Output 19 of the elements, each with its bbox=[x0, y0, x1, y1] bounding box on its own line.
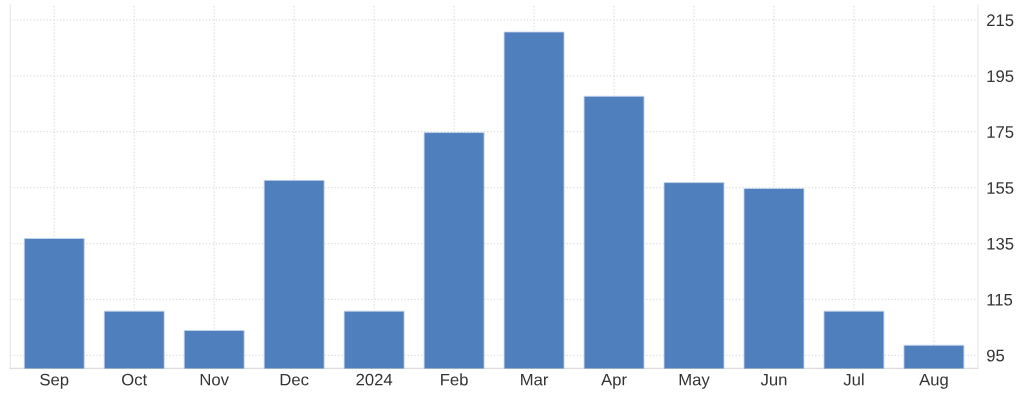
y-tick-label: 95 bbox=[987, 349, 1005, 362]
y-tick-label: 175 bbox=[987, 126, 1014, 138]
x-tick-label: Jul bbox=[843, 373, 864, 386]
x-tick-label: Nov bbox=[200, 373, 229, 386]
x-tick-label: Aug bbox=[919, 373, 948, 389]
x-tick-label: Mar bbox=[521, 373, 549, 386]
y-tick-label: 215 bbox=[987, 14, 1014, 27]
x-tick-label: 2024 bbox=[356, 373, 393, 386]
x-tick-label: Jun bbox=[760, 373, 787, 386]
x-tick-label: May bbox=[679, 373, 710, 389]
y-tick-label: 115 bbox=[987, 293, 1013, 306]
y-tick-label: 195 bbox=[987, 70, 1014, 83]
x-tick-label: Dec bbox=[280, 373, 309, 386]
y-tick-label: 135 bbox=[987, 237, 1014, 250]
x-tick-label: Sep bbox=[40, 373, 69, 389]
x-tick-label: Feb bbox=[441, 373, 468, 386]
y-tick-label: 155 bbox=[987, 182, 1014, 194]
x-tick-label: Apr bbox=[601, 373, 627, 389]
x-tick-label: Oct bbox=[122, 373, 148, 386]
